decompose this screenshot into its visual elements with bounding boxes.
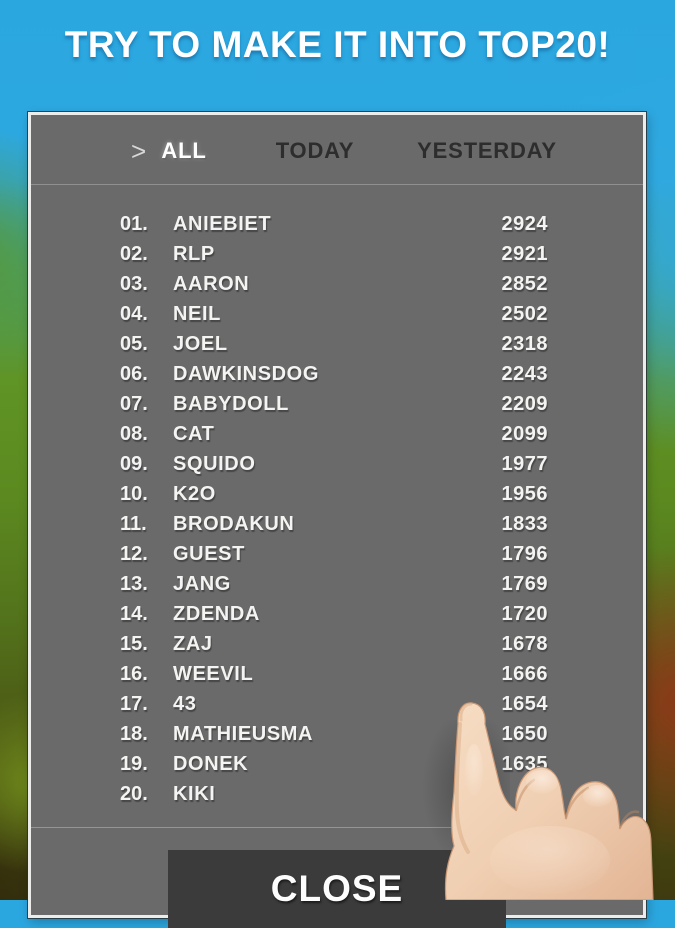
score-cell: 1769: [501, 573, 548, 595]
table-row: 14. ZDENDA 1720: [31, 599, 643, 629]
score-cell: 2502: [501, 303, 548, 325]
table-row: 18. MATHIEUSMA 1650: [31, 719, 643, 749]
name-cell: ZAJ: [173, 633, 213, 655]
score-cell: 2243: [501, 363, 548, 385]
rank-cell: 11.: [120, 513, 147, 535]
rank-cell: 12.: [120, 543, 148, 565]
rank-cell: 13.: [120, 573, 148, 595]
score-cell: 1977: [501, 453, 548, 475]
name-cell: MATHIEUSMA: [173, 723, 314, 745]
rank-cell: 18.: [120, 723, 148, 745]
name-cell: RLP: [173, 243, 215, 265]
leaderboard-panel: > ALL TODAY YESTERDAY 01. ANIEBIET 2924 02…: [27, 111, 647, 928]
table-row: 20. KIKI 16: [31, 779, 643, 809]
name-cell: JANG: [173, 573, 231, 595]
table-row: 07. BABYDOLL 2209: [31, 389, 643, 419]
score-cell: 2852: [501, 273, 548, 295]
rank-cell: 17.: [120, 693, 148, 715]
table-row: 09. SQUIDO 1977: [31, 449, 643, 479]
table-row: 17. 43 1654: [31, 689, 643, 719]
table-row: 03. AARON 2852: [31, 269, 643, 299]
close-button[interactable]: CLOSE: [168, 850, 506, 928]
table-row: 12. GUEST 1796: [31, 539, 643, 569]
name-cell: NEIL: [173, 303, 221, 325]
leaderboard-list: 01. ANIEBIET 2924 02. RLP 2921 03. AARON 2852 …: [31, 209, 643, 809]
table-row: 11. BRODAKUN 1833: [31, 509, 643, 539]
name-cell: GUEST: [173, 543, 245, 565]
rank-cell: 14.: [120, 603, 148, 625]
name-cell: CAT: [173, 423, 215, 445]
rank-cell: 04.: [120, 303, 148, 325]
table-row: 15. ZAJ 1678: [31, 629, 643, 659]
name-cell: K2O: [173, 483, 216, 505]
table-row: 16. WEEVIL 1666: [31, 659, 643, 689]
name-cell: WEEVIL: [173, 663, 254, 685]
rank-cell: 07.: [120, 393, 148, 415]
table-row: 05. JOEL 2318: [31, 329, 643, 359]
score-cell: 1654: [501, 693, 548, 715]
score-cell: 1833: [501, 513, 548, 535]
score-cell: 1796: [501, 543, 548, 565]
table-row: 13. JANG 1769: [31, 569, 643, 599]
rank-cell: 15.: [120, 633, 148, 655]
name-cell: 43: [173, 693, 197, 715]
score-cell: 1678: [501, 633, 548, 655]
name-cell: KIKI: [173, 783, 216, 805]
name-cell: ZDENDA: [173, 603, 260, 625]
rank-cell: 09.: [120, 453, 148, 475]
score-cell: 2099: [501, 423, 548, 445]
name-cell: JOEL: [173, 333, 228, 355]
score-cell: 1720: [501, 603, 548, 625]
footer-divider: [31, 827, 643, 828]
table-row: 04. NEIL 2502: [31, 299, 643, 329]
score-cell: 2209: [501, 393, 548, 415]
rank-cell: 16.: [120, 663, 148, 685]
leaderboard-tabbar: > ALL TODAY YESTERDAY: [31, 115, 643, 185]
name-cell: DAWKINSDOG: [173, 363, 319, 385]
active-tab-chevron-icon: >: [131, 136, 147, 166]
name-cell: SQUIDO: [173, 453, 256, 475]
score-cell: 2924: [501, 213, 548, 235]
table-row: 02. RLP 2921: [31, 239, 643, 269]
tab-all[interactable]: ALL: [161, 138, 207, 163]
rank-cell: 20.: [120, 783, 148, 805]
name-cell: AARON: [173, 273, 250, 295]
rank-cell: 02.: [120, 243, 148, 265]
score-cell: 1635: [501, 753, 548, 775]
score-cell: 16: [524, 783, 548, 805]
rank-cell: 05.: [120, 333, 148, 355]
rank-cell: 01.: [120, 213, 148, 235]
score-cell: 1666: [501, 663, 548, 685]
name-cell: ANIEBIET: [173, 213, 272, 235]
table-row: 08. CAT 2099: [31, 419, 643, 449]
score-cell: 2318: [501, 333, 548, 355]
score-cell: 1650: [501, 723, 548, 745]
rank-cell: 08.: [120, 423, 148, 445]
rank-cell: 10.: [120, 483, 148, 505]
rank-cell: 06.: [120, 363, 148, 385]
table-row: 06. DAWKINSDOG 2243: [31, 359, 643, 389]
page-title: TRY TO MAKE IT INTO TOP20!: [64, 24, 611, 65]
table-row: 19. DONEK 1635: [31, 749, 643, 779]
table-row: 01. ANIEBIET 2924: [31, 209, 643, 239]
name-cell: DONEK: [173, 753, 249, 775]
rank-cell: 03.: [120, 273, 148, 295]
rank-cell: 19.: [120, 753, 148, 775]
score-cell: 1956: [501, 483, 548, 505]
name-cell: BRODAKUN: [173, 513, 295, 535]
table-row: 10. K2O 1956: [31, 479, 643, 509]
tab-today[interactable]: TODAY: [275, 138, 355, 163]
tab-yesterday[interactable]: YESTERDAY: [417, 138, 557, 163]
name-cell: BABYDOLL: [173, 393, 289, 415]
score-cell: 2921: [501, 243, 548, 265]
